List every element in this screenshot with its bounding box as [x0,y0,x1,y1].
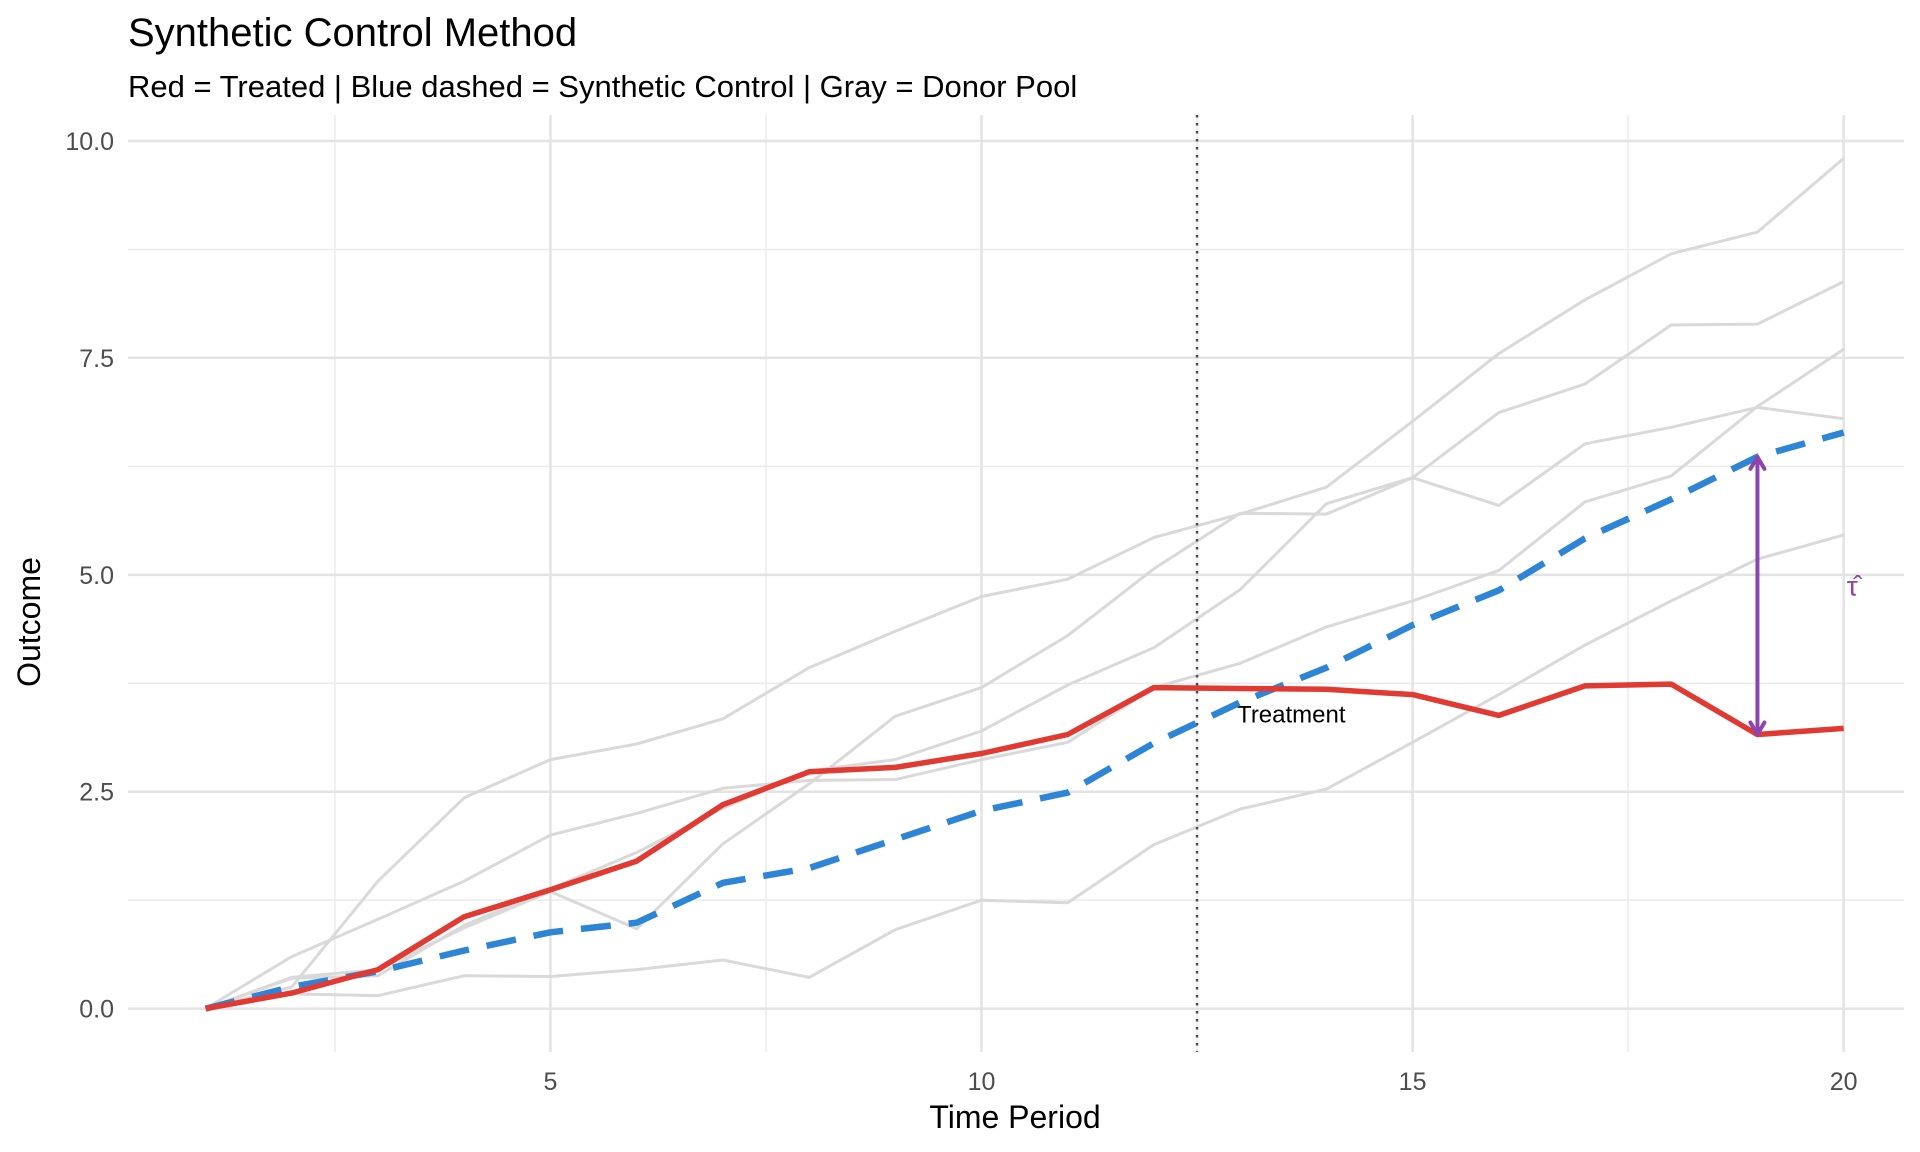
treatment-marker: Treatment [1195,115,1346,1052]
x-tick-label: 20 [1830,1068,1858,1096]
synthetic-control-line-group [204,429,1845,1012]
y-tick-label: 7.5 [79,345,114,373]
effect-arrow-head-top [1748,454,1767,471]
tick-labels: 5 10 15 20 0.0 2.5 5.0 7.5 10.0 [65,128,1857,1096]
treatment-label: Treatment [1237,701,1346,728]
effect-arrow-group: τ̂ [1748,454,1863,737]
donor-line [205,405,1844,1011]
y-tick-label: 2.5 [79,779,114,807]
effect-arrow-head-bottom [1748,720,1767,737]
donor-line [205,280,1845,1011]
donor-line [204,348,1845,1010]
donor-pool-lines [204,157,1845,1011]
y-tick-label: 10.0 [65,128,114,156]
x-tick-label: 5 [543,1068,557,1096]
y-tick-label: 0.0 [79,996,114,1024]
chart-title: Synthetic Control Method [128,11,577,55]
chart-subtitle: Red = Treated | Blue dashed = Synthetic … [128,69,1077,104]
x-axis-title: Time Period [929,1099,1100,1135]
donor-line [205,533,1845,1011]
grid [128,115,1904,1052]
treated-line-group [205,681,1844,1012]
y-tick-label: 5.0 [79,562,114,590]
y-axis-title: Outcome [11,557,47,687]
treated-line [205,681,1844,1012]
donor-line [205,157,1845,1011]
synthetic-control-line [204,429,1845,1012]
x-tick-label: 15 [1399,1068,1427,1096]
x-tick-label: 10 [968,1068,996,1096]
